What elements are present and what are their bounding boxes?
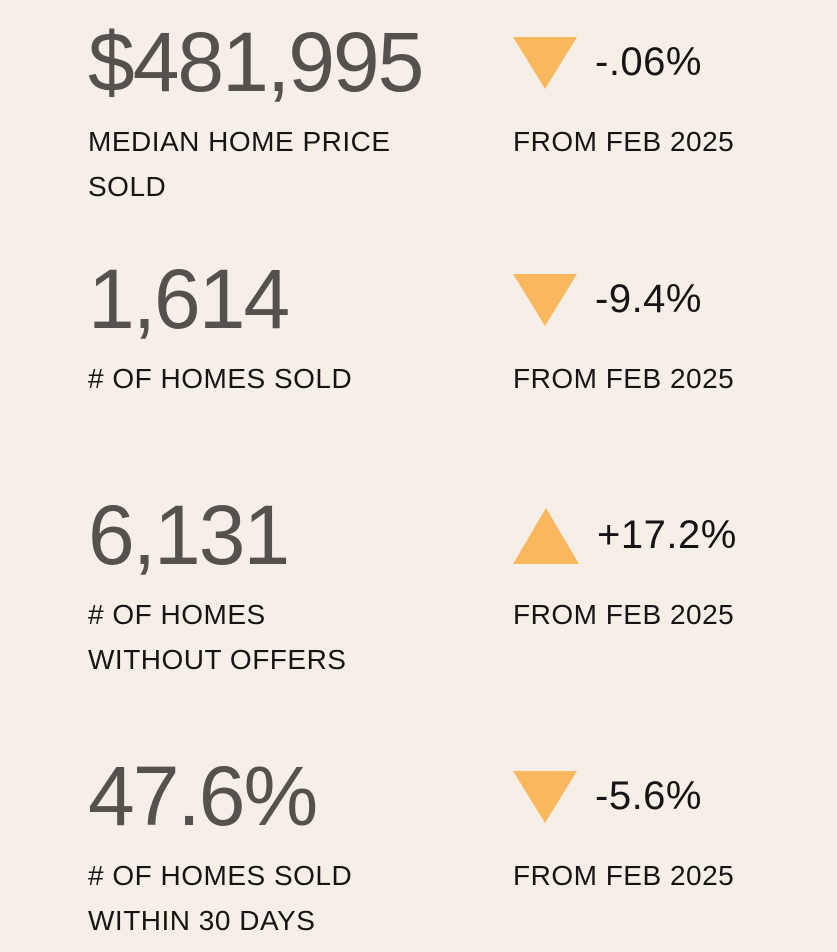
stat-left-column: 47.6% # OF HOMES SOLD WITHIN 30 DAYS (88, 754, 513, 943)
stat-label-line: # OF HOMES SOLD (88, 860, 353, 891)
change-period: FROM FEB 2025 (513, 126, 735, 157)
stat-label-line: WITHOUT OFFERS (88, 644, 347, 675)
triangle-down-icon (513, 36, 577, 89)
stat-value: 6,131 (88, 488, 290, 582)
stat-right-column: -5.6% FROM FEB 2025 (513, 754, 797, 898)
stat-right-column: -9.4% FROM FEB 2025 (513, 257, 797, 401)
stat-label-line: WITHIN 30 DAYS (88, 905, 316, 936)
stat-left-column: $481,995 MEDIAN HOME PRICE SOLD (88, 20, 513, 209)
stat-row-median-price: $481,995 MEDIAN HOME PRICE SOLD -.06% FR… (88, 20, 797, 209)
triangle-down-icon (513, 770, 577, 823)
triangle-down-icon (513, 273, 577, 326)
stat-value: $481,995 (88, 15, 424, 109)
change-percent: +17.2% (597, 513, 737, 557)
stat-row-homes-without-offers: 6,131 # OF HOMES WITHOUT OFFERS +17.2% F… (88, 493, 797, 682)
stat-label-line: SOLD (88, 171, 167, 202)
stat-label-line: # OF HOMES (88, 599, 266, 630)
stat-right-column: +17.2% FROM FEB 2025 (513, 493, 797, 637)
change-percent: -9.4% (595, 277, 702, 321)
stat-left-column: 6,131 # OF HOMES WITHOUT OFFERS (88, 493, 513, 682)
change-line: +17.2% (513, 493, 797, 578)
change-line: -9.4% (513, 257, 797, 342)
stat-label: MEDIAN HOME PRICE SOLD (88, 119, 513, 209)
stat-row-homes-sold-30-days: 47.6% # OF HOMES SOLD WITHIN 30 DAYS -5.… (88, 754, 797, 943)
stat-left-column: 1,614 # OF HOMES SOLD (88, 257, 513, 401)
triangle-up-icon (513, 507, 579, 564)
change-period: FROM FEB 2025 (513, 599, 735, 630)
change-line: -.06% (513, 20, 797, 105)
stat-row-homes-sold: 1,614 # OF HOMES SOLD -9.4% FROM FEB 202… (88, 257, 797, 401)
change-line: -5.6% (513, 754, 797, 839)
stat-value: 1,614 (88, 252, 290, 346)
change-period: FROM FEB 2025 (513, 860, 735, 891)
stat-label: # OF HOMES WITHOUT OFFERS (88, 592, 513, 682)
stat-label-line: MEDIAN HOME PRICE (88, 126, 391, 157)
change-percent: -5.6% (595, 774, 702, 818)
stat-label-line: # OF HOMES SOLD (88, 363, 353, 394)
stat-label: # OF HOMES SOLD WITHIN 30 DAYS (88, 853, 513, 943)
stat-right-column: -.06% FROM FEB 2025 (513, 20, 797, 164)
stat-value: 47.6% (88, 749, 318, 843)
change-percent: -.06% (595, 40, 702, 84)
change-period: FROM FEB 2025 (513, 363, 735, 394)
stat-label: # OF HOMES SOLD (88, 356, 513, 401)
